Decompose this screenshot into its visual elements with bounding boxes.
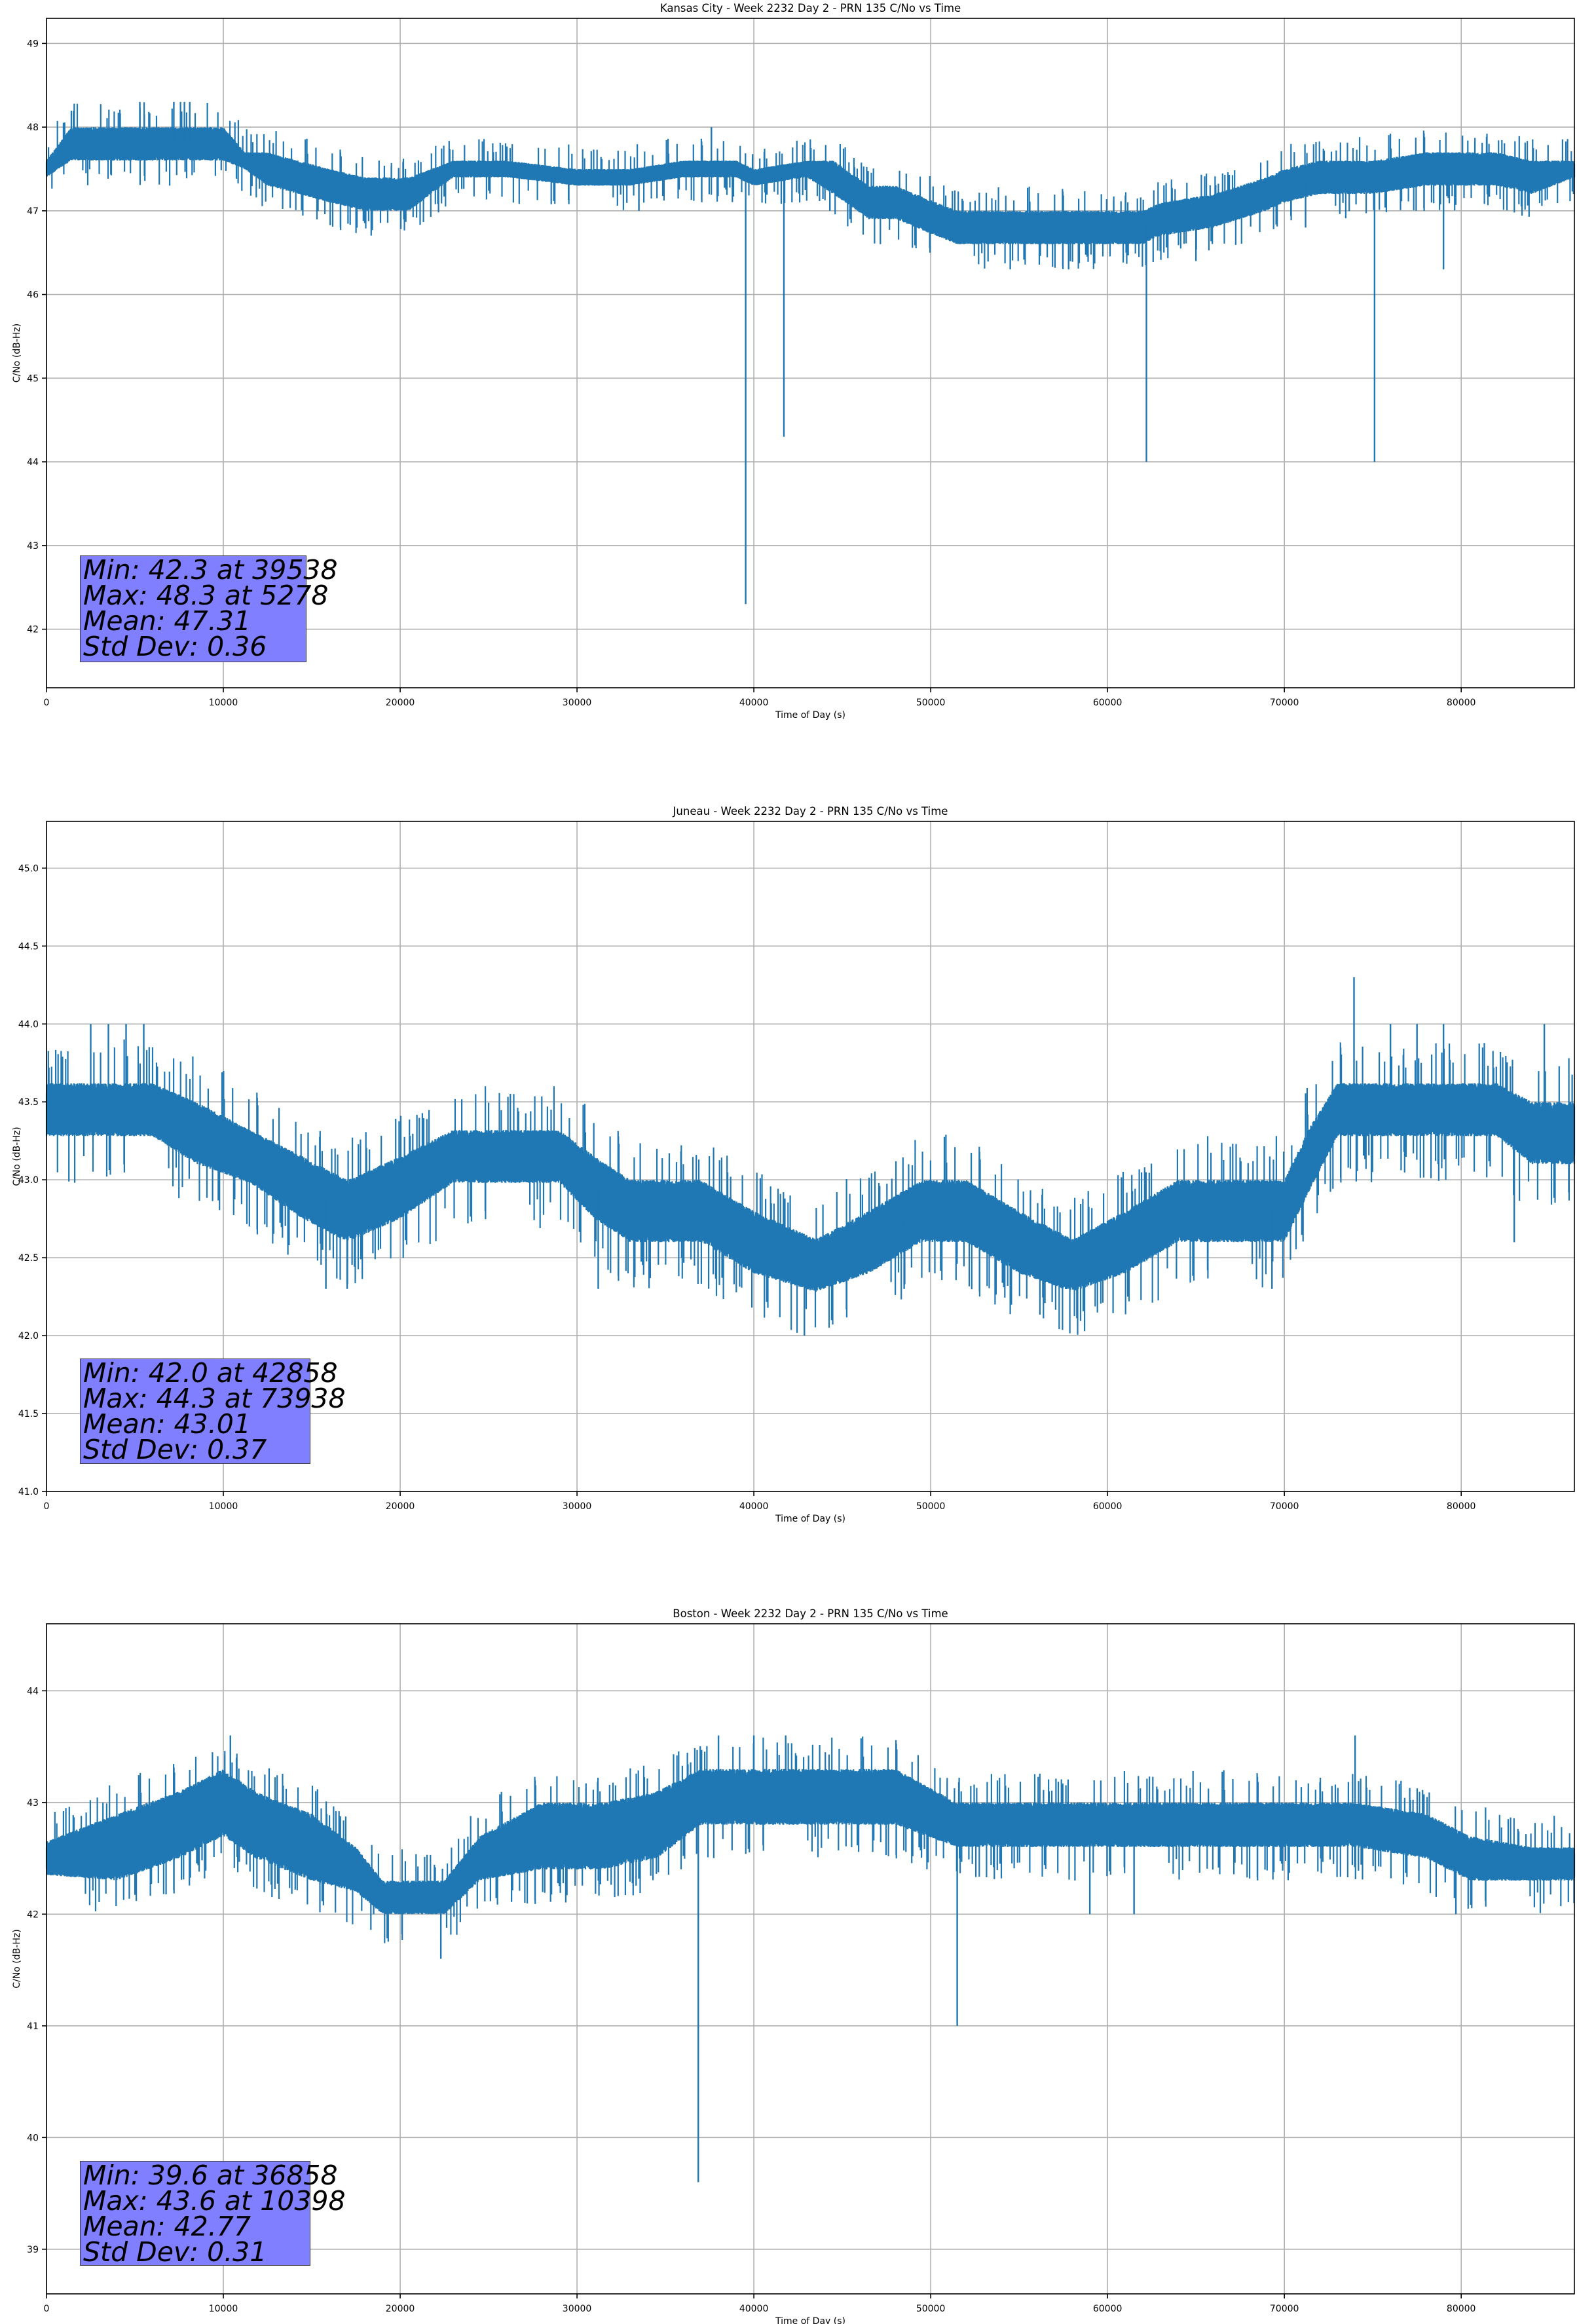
y-tick-label: 49 <box>27 39 39 49</box>
x-tick-label: 60000 <box>1093 698 1122 708</box>
chart-title: Boston - Week 2232 Day 2 - PRN 135 C/No … <box>673 1607 948 1620</box>
x-axis-label: Time of Day (s) <box>775 2316 845 2324</box>
y-tick-label: 45 <box>27 373 39 384</box>
x-tick-label: 70000 <box>1270 698 1299 708</box>
x-tick-label: 80000 <box>1447 2304 1476 2314</box>
x-tick-label: 60000 <box>1093 1501 1122 1512</box>
y-tick-label: 42.0 <box>18 1331 39 1341</box>
x-tick-label: 70000 <box>1270 2304 1299 2314</box>
x-tick-label: 60000 <box>1093 2304 1122 2314</box>
x-tick-label: 70000 <box>1270 1501 1299 1512</box>
x-tick-label: 10000 <box>209 2304 238 2314</box>
chart-panel-2: 0 10000 20000 30000 40000 50000 60000 70000 8000… <box>12 805 1576 1524</box>
stats-line: Min: 42.0 at 42858 <box>83 1357 338 1389</box>
y-tick-label: 40 <box>27 2133 39 2143</box>
x-tick-label: 0 <box>44 698 50 708</box>
series-band <box>45 1736 1576 1943</box>
y-tick-label: 44 <box>27 1686 39 1696</box>
y-axis-label: C/No (dB-Hz) <box>12 1127 22 1186</box>
y-tick-label: 42 <box>27 1909 39 1920</box>
stats-annotation: Min: 42.0 at 42858 Max: 44.3 at 73938 Mean… <box>80 1357 346 1465</box>
stats-line: Std Dev: 0.37 <box>83 1434 267 1465</box>
stats-line: Mean: 42.77 <box>83 2211 251 2242</box>
x-tick-label: 40000 <box>739 2304 769 2314</box>
x-tick-label: 0 <box>44 1501 50 1512</box>
x-tick-label: 20000 <box>386 2304 415 2314</box>
series-band <box>45 1040 1576 1335</box>
x-tick-label: 10000 <box>209 698 238 708</box>
x-tick-label: 80000 <box>1447 698 1476 708</box>
y-tick-label: 48 <box>27 122 39 133</box>
x-tick-label: 0 <box>44 2304 50 2314</box>
stats-line: Max: 44.3 at 73938 <box>83 1383 346 1414</box>
chart-panel-3: 0 10000 20000 30000 40000 50000 60000 70000 8000… <box>12 1607 1576 2324</box>
y-tick-label: 41.0 <box>18 1487 39 1497</box>
chart-title: Juneau - Week 2232 Day 2 - PRN 135 C/No … <box>673 805 948 817</box>
x-tick-label: 40000 <box>739 698 769 708</box>
chart-panel-1: 0 10000 20000 30000 40000 50000 60000 70000 8000… <box>12 2 1576 721</box>
y-tick-label: 43.5 <box>18 1097 39 1108</box>
y-axis-label: C/No (dB-Hz) <box>12 1929 22 1988</box>
stats-line: Min: 42.3 at 39538 <box>83 554 338 586</box>
axes-frame <box>46 18 1575 688</box>
y-tick-label: 43 <box>27 1798 39 1809</box>
stats-annotation: Min: 42.3 at 39538 Max: 48.3 at 5278 Mean:… <box>80 554 338 662</box>
chart-title: Kansas City - Week 2232 Day 2 - PRN 135 … <box>660 2 961 14</box>
stats-line: Std Dev: 0.36 <box>83 631 267 662</box>
stats-line: Mean: 43.01 <box>83 1408 251 1440</box>
y-tick-label: 47 <box>27 206 39 217</box>
x-tick-label: 20000 <box>386 1501 415 1512</box>
x-axis-label: Time of Day (s) <box>775 1514 845 1524</box>
y-tick-label: 41 <box>27 2021 39 2032</box>
y-tick-label: 42 <box>27 625 39 635</box>
stats-line: Max: 43.6 at 10398 <box>83 2185 346 2217</box>
y-tick-label: 43 <box>27 541 39 552</box>
x-tick-label: 10000 <box>209 1501 238 1512</box>
stats-line: Max: 48.3 at 5278 <box>83 580 329 611</box>
x-tick-label: 50000 <box>916 698 946 708</box>
data-series <box>45 102 1576 605</box>
y-tick-label: 43.0 <box>18 1175 39 1186</box>
stats-line: Mean: 47.31 <box>83 605 251 637</box>
y-axis-label: C/No (dB-Hz) <box>12 324 22 383</box>
stats-annotation: Min: 39.6 at 36858 Max: 43.6 at 10398 Mean… <box>80 2160 346 2268</box>
axes-frame <box>46 821 1575 1492</box>
x-axis-label: Time of Day (s) <box>775 710 845 721</box>
y-tick-label: 44 <box>27 457 39 468</box>
y-tick-label: 44.5 <box>18 941 39 952</box>
x-tick-label: 80000 <box>1447 1501 1476 1512</box>
x-tick-label: 30000 <box>563 1501 592 1512</box>
x-tick-label: 40000 <box>739 1501 769 1512</box>
y-tick-label: 45.0 <box>18 863 39 874</box>
y-tick-label: 39 <box>27 2245 39 2255</box>
stats-line: Std Dev: 0.31 <box>83 2236 267 2268</box>
x-tick-label: 30000 <box>563 698 592 708</box>
data-series <box>45 977 1576 1336</box>
x-tick-label: 50000 <box>916 1501 946 1512</box>
stats-line: Min: 39.6 at 36858 <box>83 2160 338 2191</box>
x-tick-label: 50000 <box>916 2304 946 2314</box>
x-tick-label: 20000 <box>386 698 415 708</box>
y-tick-label: 42.5 <box>18 1253 39 1264</box>
y-tick-label: 46 <box>27 290 39 301</box>
x-tick-label: 30000 <box>563 2304 592 2314</box>
axes-frame <box>46 1623 1575 2295</box>
y-tick-label: 41.5 <box>18 1409 39 1419</box>
y-tick-label: 44.0 <box>18 1019 39 1030</box>
